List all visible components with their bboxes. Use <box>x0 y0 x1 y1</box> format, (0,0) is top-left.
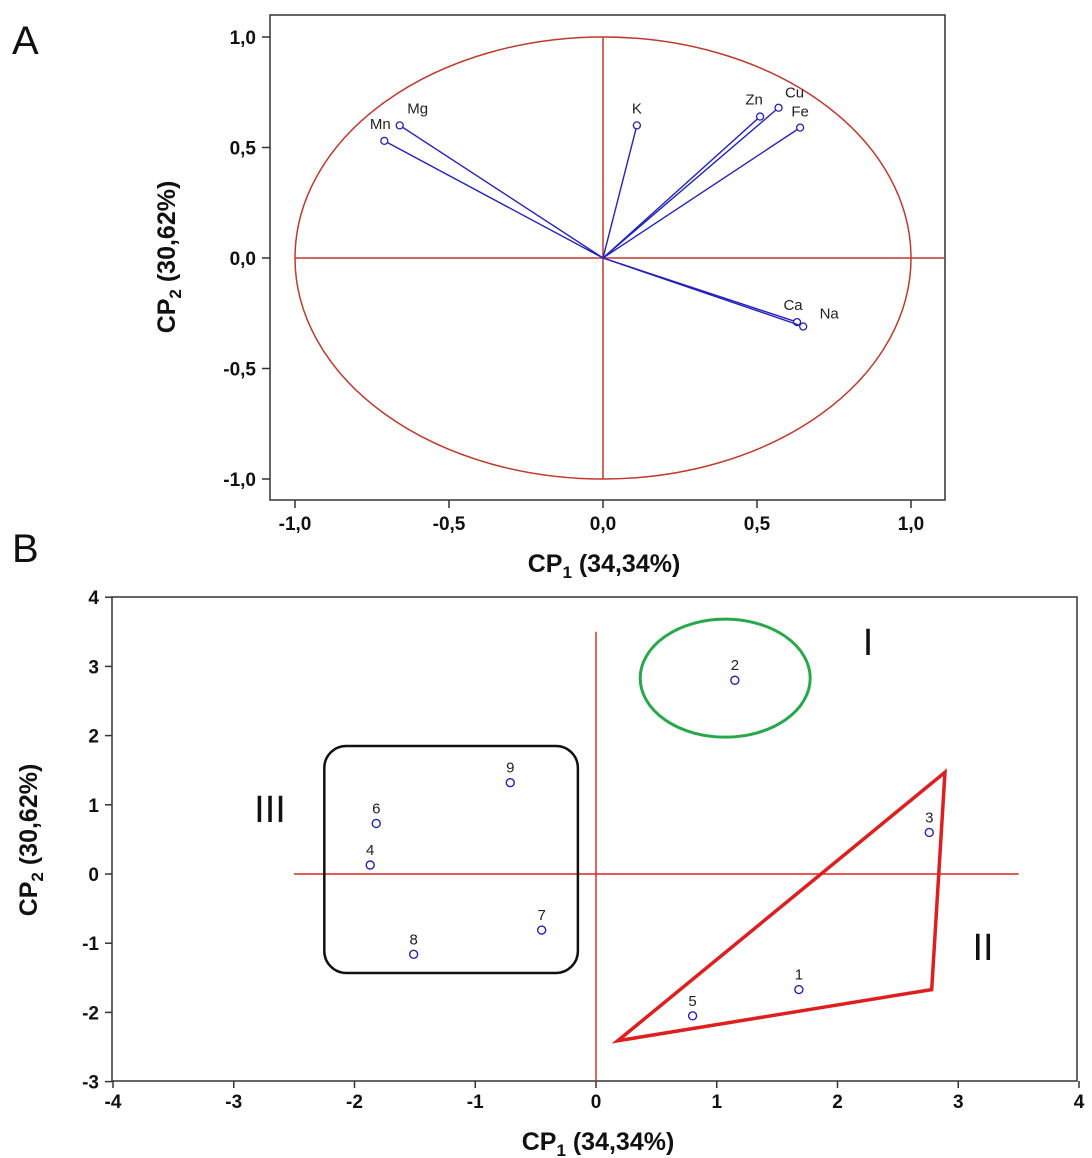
panel-a-y-axis-title: CP2 (30,62%) <box>153 181 185 334</box>
score-point-label: 4 <box>366 842 374 859</box>
y-tick-label: 0 <box>88 865 99 886</box>
loading-label: Cu <box>785 85 804 102</box>
loading-point <box>380 136 389 146</box>
y-tick-label: 1 <box>88 796 99 817</box>
panel-b-y-axis-title: CP2 (30,62%) <box>15 764 47 917</box>
score-point <box>505 777 515 788</box>
loading-point <box>632 121 642 130</box>
y-tick-label: 2 <box>88 727 99 748</box>
group-i-circle <box>638 617 812 739</box>
x-tick-label: -0,5 <box>433 514 466 535</box>
y-tick-label: -2 <box>82 1003 99 1024</box>
loading-vector <box>399 124 604 259</box>
x-tick-label: 3 <box>953 1092 964 1113</box>
loading-vector <box>602 125 638 259</box>
score-point-label: 6 <box>372 800 380 817</box>
y-tick-label: 4 <box>88 588 99 609</box>
score-point <box>924 827 934 838</box>
score-point-label: 1 <box>795 967 803 984</box>
loading-point <box>774 103 783 112</box>
loading-label: Na <box>820 306 840 323</box>
x-tick-label: 1 <box>711 1092 722 1113</box>
y-tick-label: -3 <box>82 1073 99 1094</box>
y-tick-label: -1 <box>82 934 99 955</box>
y-tick-label: 1,0 <box>230 28 256 49</box>
score-point <box>371 818 381 829</box>
y-tick-label: -1,0 <box>223 470 256 491</box>
x-tick-label: 0,0 <box>590 514 616 535</box>
score-point-label: 9 <box>506 760 514 777</box>
x-tick-label: -1 <box>467 1092 484 1113</box>
group-ii-triangle <box>611 768 947 1044</box>
score-point-label: 8 <box>409 931 417 948</box>
x-tick-label: -4 <box>105 1092 122 1113</box>
x-tick-label: 0 <box>591 1092 602 1113</box>
x-tick-label: 2 <box>832 1092 843 1113</box>
group-label: I <box>863 622 874 664</box>
loading-point <box>795 123 805 132</box>
panel-a-ticks: -1,0 -0,5 0,0 0,5 1,0 1,0 0,5 0,0 -0,5 -1,0 <box>223 28 924 535</box>
loading-label: Ca <box>783 297 803 314</box>
group-label: III <box>254 789 286 831</box>
panel-a-x-axis-title: CP1 (34,34%) <box>528 550 681 582</box>
x-tick-label: -1,0 <box>279 514 312 535</box>
panel-a: A -1,0 -0,5 0,0 0,5 1,01,00,50,0-0,5-1,0 MgM… <box>12 14 946 582</box>
x-tick-label: 0,5 <box>744 514 771 535</box>
loading-vector <box>602 107 780 259</box>
panel-b-letter: B <box>12 527 39 571</box>
panel-a-plot-area: Mg Mn K Zn Cu Fe Ca Na <box>294 36 945 480</box>
y-tick-label: 0,0 <box>230 249 256 270</box>
score-point <box>687 1011 698 1021</box>
score-point <box>794 984 804 995</box>
loading-point <box>755 112 765 121</box>
loading-point <box>799 322 808 331</box>
x-tick-label: -3 <box>225 1092 242 1113</box>
loading-vector <box>602 127 801 259</box>
score-point-label: 2 <box>731 657 739 674</box>
score-point <box>536 925 547 935</box>
score-point <box>730 675 740 685</box>
loading-label: Mn <box>370 116 391 133</box>
loading-label: K <box>632 100 642 117</box>
loading-label: Zn <box>745 92 763 109</box>
panel-b-x-axis-title: CP1 (34,34%) <box>522 1128 675 1158</box>
group-iii-rounded-rect <box>323 744 580 975</box>
loading-vector <box>602 257 804 328</box>
score-point <box>408 949 419 959</box>
panel-a-letter: A <box>12 19 39 63</box>
score-point-label: 7 <box>537 907 545 924</box>
score-point <box>365 860 375 870</box>
panel-b-plot-frame <box>111 596 1078 1082</box>
y-tick-label: 3 <box>88 657 99 678</box>
x-tick-label: 4 <box>1074 1092 1085 1113</box>
score-point-label: 3 <box>925 809 933 826</box>
x-tick-label: 1,0 <box>898 514 924 535</box>
score-point-label: 5 <box>688 993 696 1010</box>
group-label: II <box>972 927 993 969</box>
loading-vector <box>383 140 604 259</box>
y-tick-label: -0,5 <box>223 360 256 381</box>
panel-b-ticks: -4 -3 -2 -1 0 1 2 3 4 4 3 2 1 0 -1 -2 -3 <box>82 588 1085 1113</box>
loading-label: Mg <box>407 100 428 117</box>
loading-label: Fe <box>791 104 809 121</box>
loading-point <box>395 121 404 130</box>
y-tick-label: 0,5 <box>230 139 257 160</box>
loading-vector <box>602 116 761 259</box>
x-tick-label: -2 <box>346 1092 363 1113</box>
